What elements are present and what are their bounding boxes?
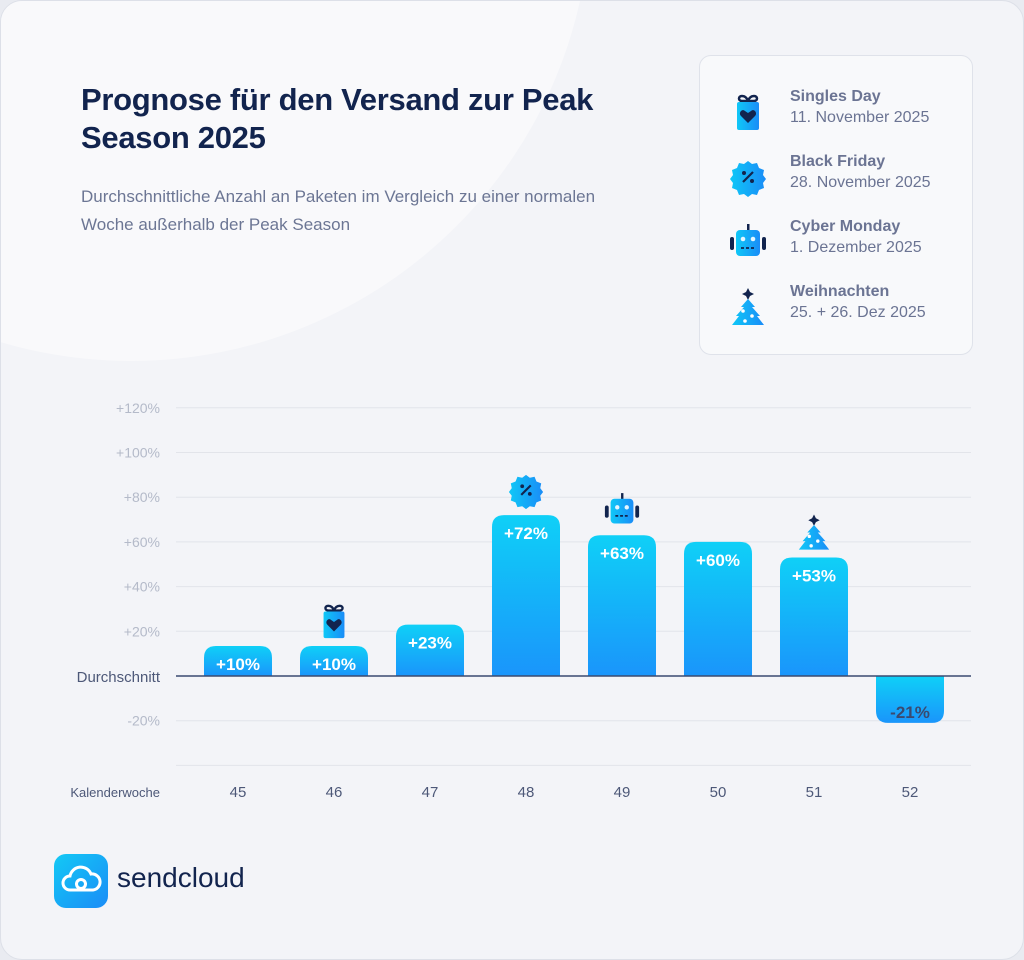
bar	[492, 515, 560, 676]
sendcloud-logo	[54, 854, 108, 908]
data-label: +63%	[600, 544, 644, 563]
y-tick-label: +80%	[124, 489, 160, 505]
page-title: Prognose für den Versand zur Peak Season…	[81, 82, 594, 155]
legend-name: Cyber Monday	[790, 218, 901, 235]
legend-item-weihnachten: Weihnachten 25. + 26. Dez 2025	[700, 283, 972, 333]
bar	[684, 541, 752, 676]
legend-date: 25. + 26. Dez 2025	[790, 304, 926, 321]
legend-date: 11. November 2025	[790, 109, 930, 126]
x-tick-label: 52	[902, 784, 919, 801]
legend-item-cyber-monday: Cyber Monday 1. Dezember 2025	[700, 218, 972, 268]
legend-name: Black Friday	[790, 153, 886, 170]
x-axis-label: Kalenderwoche	[70, 785, 160, 800]
brand-name: sendcloud	[117, 862, 245, 893]
data-label: -21%	[890, 703, 930, 722]
y-tick-label: -20%	[127, 713, 160, 729]
legend-item-black-friday: Black Friday 28. November 2025	[700, 153, 972, 203]
y-tick-label: +20%	[124, 623, 160, 639]
page-subtitle: Durchschnittliche Anzahl an Paketen im V…	[81, 187, 596, 234]
legend-date: 28. November 2025	[790, 174, 931, 191]
bar	[780, 557, 848, 676]
bar	[876, 676, 944, 723]
christmas-tree-icon	[798, 514, 830, 550]
y-tick-label: +120%	[116, 400, 160, 416]
data-label: +60%	[696, 551, 740, 570]
x-tick-label: 48	[518, 784, 535, 801]
legend: Singles Day 11. November 2025 Black Frid…	[699, 55, 973, 355]
legend-item-singles-day: Singles Day 11. November 2025	[700, 88, 972, 138]
legend-name: Singles Day	[790, 88, 881, 105]
data-label: +72%	[504, 524, 548, 543]
gift-heart-icon	[322, 604, 346, 640]
cloud-icon	[61, 865, 102, 892]
data-label: +10%	[312, 655, 356, 674]
bar	[588, 535, 656, 676]
y-tick-label: +40%	[124, 579, 160, 595]
bar	[300, 646, 368, 676]
x-tick-label: 47	[422, 784, 439, 801]
data-label: +23%	[408, 634, 452, 653]
x-tick-label: 51	[806, 784, 823, 801]
y-tick-label: +100%	[116, 445, 160, 461]
x-tick-label: 49	[614, 784, 631, 801]
baseline-label: Durchschnitt	[77, 669, 161, 686]
bar	[204, 646, 272, 676]
percent-badge-icon	[507, 473, 545, 510]
data-label: +10%	[216, 655, 260, 674]
bar	[396, 624, 464, 676]
y-tick-label: +60%	[124, 534, 160, 550]
x-tick-label: 46	[326, 784, 343, 801]
legend-date: 1. Dezember 2025	[790, 239, 922, 256]
legend-name: Weihnachten	[790, 283, 890, 300]
data-label: +53%	[792, 567, 836, 586]
x-tick-label: 50	[710, 784, 727, 801]
x-tick-label: 45	[230, 784, 247, 801]
